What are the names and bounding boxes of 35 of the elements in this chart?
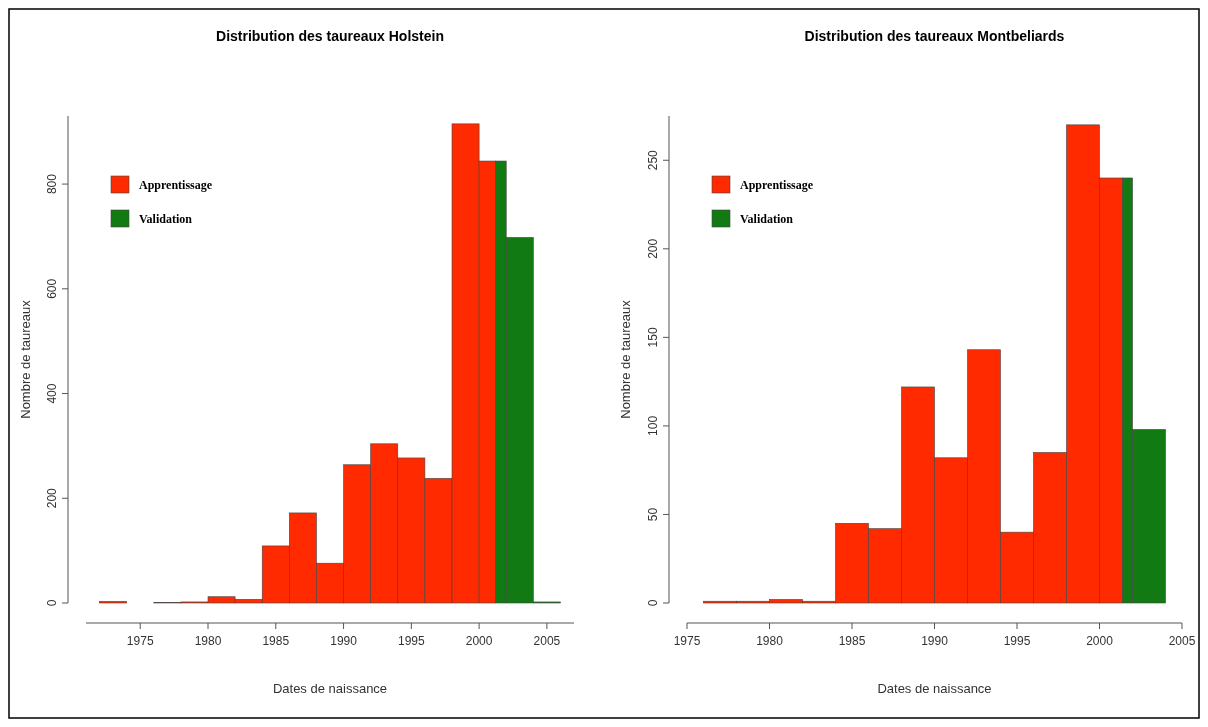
x-tick-label: 1985: [262, 634, 290, 648]
y-tick-label: 0: [45, 599, 59, 607]
x-tick-label: 1990: [921, 634, 949, 648]
x-tick-label: 2000: [1086, 634, 1114, 648]
y-tick-label: 200: [646, 238, 660, 259]
y-axis-title: Nombre de taureaux: [18, 299, 33, 419]
x-tick-label: 2005: [1168, 634, 1196, 648]
y-tick-label: 50: [646, 507, 660, 522]
legend-label: Validation: [740, 212, 794, 226]
x-tick-label: 1975: [673, 634, 701, 648]
x-tick-label: 2005: [533, 634, 561, 648]
y-tick-label: 250: [646, 149, 660, 171]
y-tick-label: 800: [45, 173, 59, 195]
chart-title: Distribution des taureaux Montbeliards: [804, 28, 1065, 44]
chart-title: Distribution des taureaux Holstein: [216, 28, 444, 44]
legend-label: Apprentissage: [139, 178, 213, 192]
y-tick-label: 600: [45, 278, 59, 299]
x-tick-label: 1980: [756, 634, 784, 648]
x-tick-label: 1975: [126, 634, 154, 648]
x-tick-label: 1990: [330, 634, 358, 648]
x-axis-title: Dates de naissance: [272, 681, 388, 696]
y-tick-label: 150: [646, 327, 660, 348]
legend-label: Apprentissage: [740, 178, 814, 192]
x-tick-label: 1995: [1003, 634, 1031, 648]
y-tick-label: 400: [45, 383, 59, 404]
y-tick-label: 200: [45, 487, 59, 509]
legend-label: Validation: [139, 212, 193, 226]
x-axis-title: Dates de naissance: [877, 681, 992, 696]
y-axis-title: Nombre de taureaux: [618, 299, 633, 419]
x-tick-label: 1985: [838, 634, 866, 648]
x-tick-label: 2000: [465, 634, 493, 648]
x-tick-label: 1980: [194, 634, 222, 648]
x-tick-label: 1995: [397, 634, 425, 648]
y-tick-label: 0: [646, 599, 660, 607]
y-tick-label: 100: [646, 415, 660, 436]
